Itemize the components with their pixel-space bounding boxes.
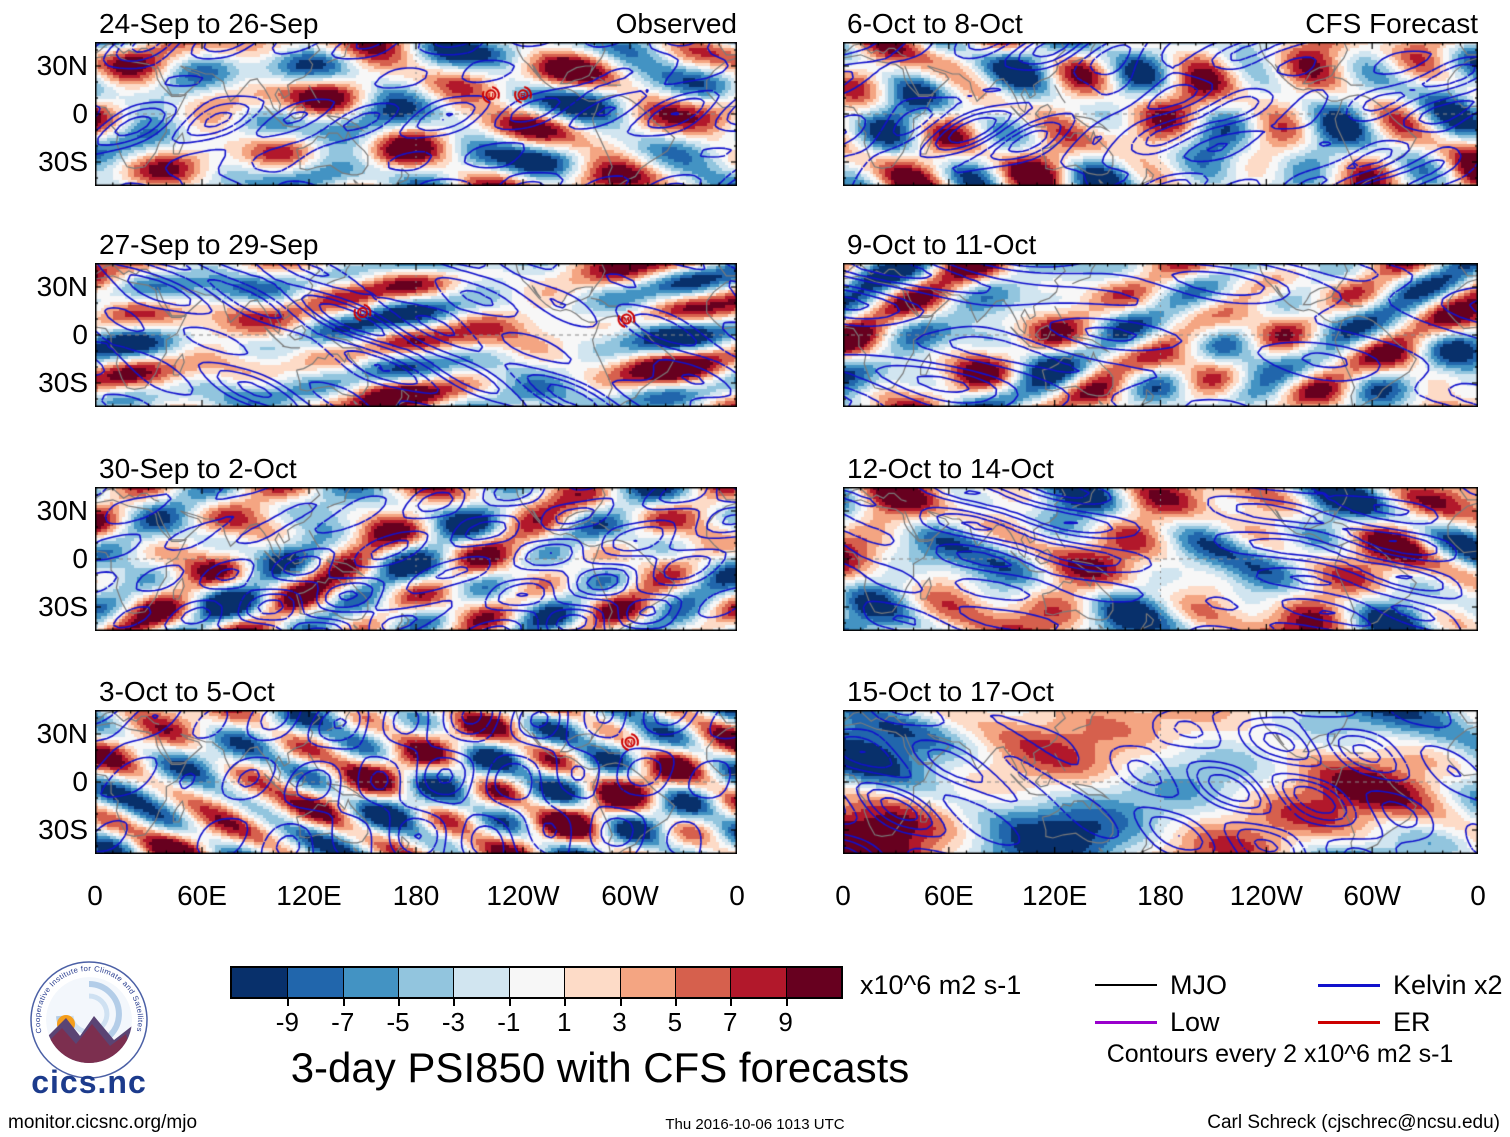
x-axis-label: 120W [486, 880, 560, 911]
colorbar-tick [342, 999, 345, 1006]
x-axis-label: 0 [729, 880, 745, 911]
colorbar-segment [730, 968, 786, 997]
colorbar [230, 966, 843, 999]
colorbar-segment [398, 968, 454, 997]
y-axis-label: 30N [36, 495, 88, 526]
colorbar-segment [564, 968, 620, 997]
map-canvas-0 [95, 42, 737, 186]
x-axis-label: 120E [1021, 880, 1088, 911]
y-axis-label: 0 [72, 766, 88, 797]
colorbar-tick [730, 999, 733, 1006]
y-axis-label: 30N [36, 271, 88, 302]
colorbar-tick [508, 999, 511, 1006]
colorbar-level-label: -1 [497, 1007, 521, 1037]
colorbar-level-label: 5 [667, 1007, 683, 1037]
legend-label: ER [1393, 1007, 1431, 1037]
y-axis-label: 30N [36, 718, 88, 749]
x-axis-label: 120E [276, 880, 342, 911]
cicsnc-logo: Cooperative Institute for Climate and Sa… [14, 956, 164, 1126]
colorbar-level-label: -5 [386, 1007, 410, 1037]
column-header: CFS Forecast [1305, 8, 1478, 39]
legend-line-mjo [1095, 984, 1157, 986]
panel-title: 27-Sep to 29-Sep [99, 229, 319, 260]
panel-title: 6-Oct to 8-Oct [847, 8, 1023, 39]
footer-url: monitor.cicsnc.org/mjo [8, 1112, 198, 1133]
colorbar-tick [453, 999, 456, 1006]
panel-title: 15-Oct to 17-Oct [847, 676, 1054, 707]
panel-title: 30-Sep to 2-Oct [99, 453, 297, 484]
map-canvas-2 [95, 487, 737, 631]
y-axis-label: 0 [72, 98, 88, 129]
figure-title: 3-day PSI850 with CFS forecasts [290, 1044, 910, 1091]
map-canvas-1 [95, 263, 737, 407]
panel-title: 9-Oct to 11-Oct [847, 229, 1037, 260]
colorbar-segment [453, 968, 509, 997]
colorbar-level-label: -3 [441, 1007, 466, 1037]
map-canvas-4 [843, 42, 1478, 186]
y-axis-label: 30S [38, 146, 88, 177]
map-canvas-3 [95, 710, 737, 854]
colorbar-segment [232, 968, 288, 997]
map-canvas-5 [843, 263, 1478, 407]
x-axis-label: 120W [1229, 880, 1303, 911]
panel-title: 3-Oct to 5-Oct [99, 676, 275, 707]
legend-label: Low [1170, 1007, 1220, 1037]
colorbar-segment [342, 968, 399, 997]
legend-label: MJO [1170, 970, 1227, 1000]
colorbar-segment [785, 968, 841, 997]
colorbar-segment [674, 968, 731, 997]
colorbar-tick [287, 999, 290, 1006]
cicsnc-logo-badge: Cooperative Institute for Climate and Sa… [30, 961, 148, 1079]
colorbar-tick [674, 999, 677, 1006]
legend-label: Kelvin x2 [1393, 970, 1503, 1000]
y-axis-label: 0 [72, 319, 88, 350]
y-axis-label: 30S [38, 814, 88, 845]
y-axis-label: 30N [36, 50, 88, 81]
colorbar-level-label: -7 [331, 1007, 355, 1037]
colorbar-level-label: 3 [612, 1007, 627, 1037]
colorbar-tick [619, 999, 622, 1006]
colorbar-segment [619, 968, 675, 997]
panel-title: 24-Sep to 26-Sep [99, 8, 319, 39]
colorbar-level-label: 1 [556, 1007, 572, 1037]
map-panels-area: 24-Sep to 26-Sep Observed 30N 0 30S 27-Sep to… [36, 8, 1486, 911]
legend-note: Contours every 2 x10^6 m2 s-1 [1106, 1040, 1454, 1068]
colorbar-level-label: 7 [723, 1007, 738, 1037]
colorbar-level-label: 9 [778, 1007, 793, 1037]
map-canvas-6 [843, 487, 1478, 631]
y-axis-label: 30S [38, 367, 88, 398]
legend-line-kelvin-x2 [1318, 984, 1380, 987]
x-axis-label: 60W [601, 880, 659, 911]
footer-timestamp: Thu 2016-10-06 1013 UTC [665, 1116, 845, 1133]
x-axis-label: 60W [1343, 880, 1401, 911]
legend-line-er [1318, 1021, 1380, 1024]
x-axis-label: 0 [1470, 880, 1486, 911]
x-axis-label: 60E [177, 880, 227, 911]
panel-title: 12-Oct to 14-Oct [847, 453, 1054, 484]
x-axis-label: 0 [87, 880, 103, 911]
colorbar-tick [564, 999, 567, 1006]
x-axis-label: 180 [1137, 880, 1184, 911]
column-header: Observed [615, 8, 737, 39]
x-axis-label: 180 [392, 880, 440, 911]
colorbar-tick [785, 999, 788, 1006]
colorbar-segment [287, 968, 343, 997]
colorbar-units-label: x10^6 m2 s-1 [860, 970, 1022, 1000]
colorbar-tick [398, 999, 401, 1006]
legend-line-low [1095, 1021, 1157, 1024]
map-canvas-7 [843, 710, 1478, 854]
colorbar-segment [508, 968, 565, 997]
x-axis-label: 0 [835, 880, 851, 911]
logo-front-mountains [46, 1024, 132, 1063]
y-axis-label: 30S [38, 591, 88, 622]
x-axis-label: 60E [923, 880, 974, 911]
logo-artwork [46, 977, 132, 1063]
footer-author: Carl Schreck (cjschrec@ncsu.edu) [1207, 1112, 1500, 1133]
y-axis-label: 0 [72, 543, 88, 574]
logo-wordmark: cics.nc [31, 1064, 147, 1100]
colorbar-level-label: -9 [275, 1007, 299, 1037]
